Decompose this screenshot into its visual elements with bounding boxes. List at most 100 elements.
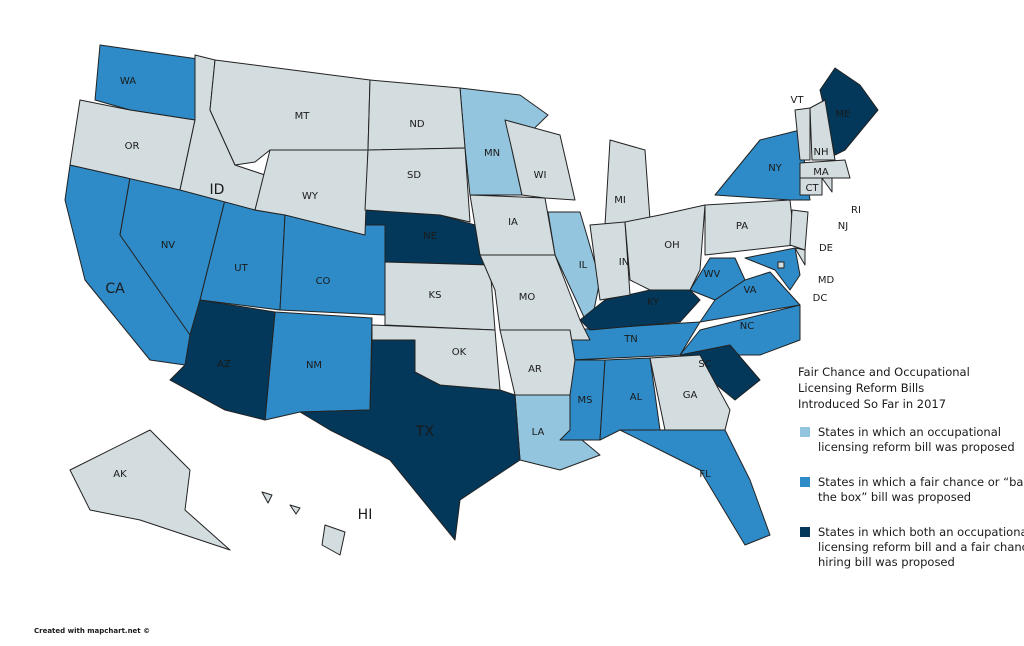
state-label: NE xyxy=(423,231,437,242)
state-label: OR xyxy=(125,141,140,152)
state-shape xyxy=(809,99,836,161)
legend-label-line: States in which an occupational xyxy=(818,425,1001,439)
legend-label-line: States in which both an occupational xyxy=(818,525,1024,539)
state-label: MT xyxy=(295,111,311,122)
state-label: WV xyxy=(704,269,721,280)
legend-title-line: Introduced So Far in 2017 xyxy=(798,397,946,411)
state-label: SC xyxy=(698,359,711,370)
state-label: CT xyxy=(805,183,819,194)
state-shape xyxy=(499,329,576,396)
state-label: VT xyxy=(791,95,805,106)
state-label: FL xyxy=(699,469,711,480)
state-label: AL xyxy=(630,392,643,403)
state-shape xyxy=(744,247,801,291)
state-shape xyxy=(589,221,631,301)
state-label: NH xyxy=(814,147,829,158)
state-label: WI xyxy=(534,170,547,181)
state-label: LA xyxy=(532,427,545,438)
state-label: ID xyxy=(210,182,225,198)
state-label: MN xyxy=(484,148,500,159)
state-label: GA xyxy=(683,390,698,401)
state-label: KS xyxy=(429,290,442,301)
state-label: OH xyxy=(664,240,679,251)
state-label: AR xyxy=(528,364,542,375)
legend-swatch xyxy=(800,427,810,437)
state-shape xyxy=(209,59,371,166)
state-label: ND xyxy=(409,119,424,130)
state-shape xyxy=(714,129,811,201)
state-shape xyxy=(321,524,346,556)
state-label: VA xyxy=(743,285,756,296)
state-shape xyxy=(689,257,746,301)
state-label: HI xyxy=(358,507,373,523)
legend-label-line: the box” bill was proposed xyxy=(818,490,971,504)
legend-label-line: hiring bill was proposed xyxy=(818,555,955,569)
legend-label-line: licensing reform bill and a fair chance xyxy=(818,540,1024,554)
state-label: TN xyxy=(623,334,638,345)
state-label: DC xyxy=(813,293,828,304)
state-label: IA xyxy=(508,217,518,228)
legend-label: States in which both an occupational lice… xyxy=(818,525,1024,569)
state-label: ME xyxy=(836,109,851,120)
legend-label-line: States in which a fair chance or “ban xyxy=(818,475,1024,489)
state-shape xyxy=(367,79,466,151)
state-label: MI xyxy=(614,195,626,206)
state-label: NY xyxy=(768,163,782,174)
state-shape xyxy=(799,177,823,196)
state-label: MA xyxy=(813,167,829,178)
state-label: CO xyxy=(316,276,331,287)
state-shape xyxy=(679,304,801,356)
state-shape xyxy=(704,199,796,256)
state-shape xyxy=(169,299,276,421)
state-shape xyxy=(789,209,809,251)
state-label: NJ xyxy=(838,221,848,232)
state-label: WY xyxy=(302,191,319,202)
state-label: TX xyxy=(415,424,435,440)
legend-title: Fair Chance and Occupational Licensing Re… xyxy=(798,365,970,411)
state-label: PA xyxy=(736,221,748,232)
state-shape xyxy=(289,504,301,515)
state-label: UT xyxy=(234,263,248,274)
state-label: CA xyxy=(105,281,125,297)
legend-title-line: Licensing Reform Bills xyxy=(798,381,924,395)
state-shape xyxy=(819,67,879,156)
state-label: DE xyxy=(819,243,833,254)
state-label: MO xyxy=(519,292,536,303)
state-shape xyxy=(794,247,806,266)
state-label: SD xyxy=(407,170,421,181)
state-shape xyxy=(261,491,273,504)
state-label: IN xyxy=(619,257,629,268)
state-label: WA xyxy=(120,76,136,87)
state-shape xyxy=(821,177,833,193)
state-shape xyxy=(254,149,369,236)
legend-title-line: Fair Chance and Occupational xyxy=(798,365,970,379)
state-label: RI xyxy=(851,205,861,216)
legend-swatch xyxy=(800,527,810,537)
state-shape xyxy=(624,204,706,291)
legend-label: States in which an occupational licensing… xyxy=(818,425,1015,454)
state-label: MD xyxy=(818,275,835,286)
state-shape xyxy=(504,119,576,201)
state-shape xyxy=(364,147,471,223)
state-label: OK xyxy=(452,347,467,358)
state-label: NM xyxy=(306,360,322,371)
legend: Fair Chance and Occupational Licensing Re… xyxy=(798,365,1024,569)
state-shape xyxy=(371,324,501,391)
state-label: AZ xyxy=(217,359,231,370)
state-label: MS xyxy=(578,395,593,406)
state-label: AK xyxy=(113,469,127,480)
states xyxy=(64,44,879,556)
legend-swatch xyxy=(800,477,810,487)
legend-label-line: licensing reform bill was proposed xyxy=(818,440,1015,454)
state-shape xyxy=(799,159,851,179)
state-label: NC xyxy=(740,321,754,332)
state-label: IL xyxy=(579,260,588,271)
state-labels: MN IL LA WA CA NV UT CO NM NY WV VA NC TN MS AL FL MD NE AZ… xyxy=(105,76,861,523)
state-shape xyxy=(604,139,651,226)
state-shape xyxy=(777,261,785,269)
state-shape xyxy=(619,429,771,546)
state-shape xyxy=(649,354,731,431)
state-label: NV xyxy=(161,240,175,251)
state-shape xyxy=(794,107,811,161)
